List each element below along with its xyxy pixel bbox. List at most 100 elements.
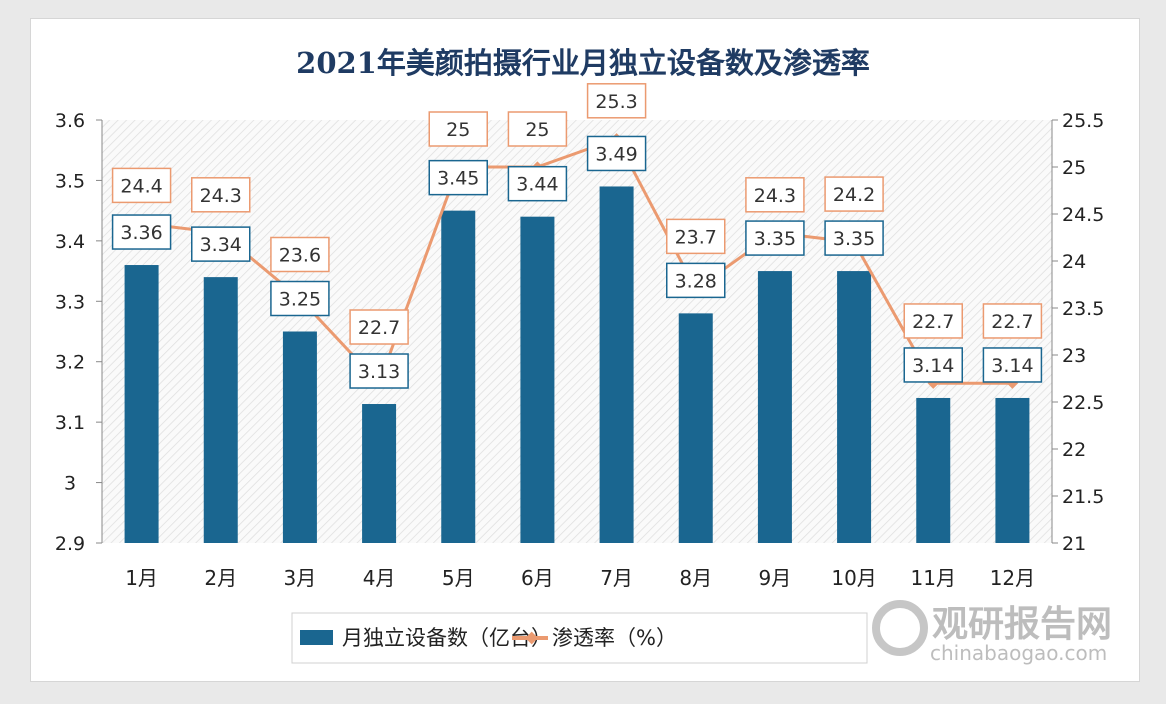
rate-value-label: 25.3: [595, 91, 637, 113]
rate-value-label: 24.4: [120, 175, 162, 197]
left-tick-label: 3.1: [55, 412, 85, 434]
rate-value-label: 22.7: [358, 317, 400, 339]
rate-value-label-box: [586, 83, 647, 119]
right-tick-label: 25: [1062, 157, 1086, 179]
bar-value-label: 3.35: [754, 228, 796, 250]
rate-value-label-box: [349, 309, 409, 345]
plot-area: [102, 120, 1052, 543]
legend-box: [291, 612, 868, 664]
bar: [678, 313, 713, 543]
rate-value-label-box: [982, 303, 1043, 339]
bar-value-label-box: [270, 280, 330, 317]
bar-value-label: 3.14: [912, 355, 954, 377]
bar-value-label-box: [903, 347, 963, 383]
rate-value-label: 25: [446, 119, 470, 141]
bar: [362, 404, 397, 543]
bar-value-label: 3.14: [991, 355, 1033, 377]
right-tick-label: 21: [1062, 533, 1086, 555]
bar-value-label: 3.25: [279, 289, 321, 311]
rate-value-label: 23.6: [279, 245, 321, 267]
watermark-logo-icon: [872, 600, 928, 656]
bar-value-label: 3.45: [437, 168, 479, 190]
x-tick-label: 6月: [521, 566, 554, 590]
right-tick-label: 25.5: [1062, 110, 1104, 132]
legend-line-marker: [525, 631, 539, 645]
rate-value-label-box: [903, 303, 963, 339]
bar: [282, 331, 317, 543]
right-tick-label: 22.5: [1062, 392, 1104, 414]
bar: [441, 210, 476, 543]
rate-value-label-box: [824, 176, 884, 212]
bar-value-label: 3.28: [675, 270, 717, 292]
bar-value-label: 3.13: [358, 361, 400, 383]
left-tick-label: 3.6: [55, 110, 85, 132]
rate-value-label: 24.3: [754, 185, 796, 207]
x-tick-label: 1月: [125, 566, 158, 590]
rate-value-label: 23.7: [675, 226, 717, 248]
bar-value-label: 3.44: [516, 174, 558, 196]
rate-value-label: 24.2: [833, 184, 875, 206]
rate-value-label-box: [191, 177, 251, 213]
rate-value-label-box: [270, 236, 330, 273]
watermark-url: chinabaogao.com: [930, 641, 1107, 665]
x-tick-label: 7月: [600, 566, 633, 590]
right-tick-label: 24: [1062, 251, 1086, 273]
left-tick-label: 3.5: [55, 170, 85, 192]
legend: 月独立设备数（亿台） 渗透率（%）: [291, 612, 868, 664]
right-tick-label: 21.5: [1062, 486, 1104, 508]
bar-value-label: 3.49: [595, 143, 637, 165]
bar-value-label-box: [428, 159, 488, 196]
x-tick-label: 12月: [990, 566, 1035, 590]
left-tick-label: 3.4: [55, 231, 85, 253]
bar: [837, 271, 872, 543]
left-tick-label: 3.2: [55, 352, 85, 374]
bar-value-label-box: [824, 220, 884, 256]
rate-value-label: 25: [525, 119, 549, 141]
chart-title: 2021年美颜拍摄行业月独立设备数及渗透率: [296, 46, 870, 80]
x-tick-label: 8月: [679, 566, 712, 590]
right-tick-label: 24.5: [1062, 204, 1104, 226]
left-tick-label: 3.3: [55, 291, 85, 313]
bar: [757, 271, 792, 543]
left-tick-label: 3: [64, 473, 76, 495]
x-tick-label: 10月: [831, 566, 876, 590]
bar: [124, 265, 159, 543]
bar-value-label-box: [111, 214, 172, 250]
rate-value-label-box: [666, 218, 726, 255]
bar: [599, 186, 634, 543]
bar: [995, 397, 1030, 543]
bar: [520, 216, 555, 543]
x-tick-label: 3月: [284, 566, 317, 590]
bar-value-label: 3.35: [833, 228, 875, 250]
legend-bar-swatch: [300, 630, 333, 645]
x-tick-label: 9月: [759, 566, 792, 590]
rate-value-label-box: [745, 177, 805, 213]
bar-value-label: 3.36: [120, 222, 162, 244]
bar-value-label: 3.34: [200, 234, 242, 256]
bar-value-label-box: [586, 135, 647, 172]
rate-value-label-box: [428, 111, 488, 147]
bar-value-label-box: [745, 220, 805, 256]
watermark: 观研报告网 chinabaogao.com: [872, 600, 1112, 665]
bar-value-label-box: [666, 262, 726, 299]
bar: [916, 397, 951, 543]
rate-value-label: 22.7: [991, 311, 1033, 333]
x-tick-label: 2月: [204, 566, 237, 590]
bar: [203, 277, 238, 543]
right-tick-label: 22: [1062, 439, 1086, 461]
left-tick-label: 2.9: [55, 533, 85, 555]
watermark-text: 观研报告网: [932, 604, 1112, 645]
bar-value-label-box: [982, 347, 1043, 383]
bar-value-label-box: [349, 353, 409, 389]
x-tick-label: 4月: [363, 566, 396, 590]
rate-value-label: 24.3: [200, 185, 242, 207]
rate-value-label-box: [507, 111, 568, 147]
bar-value-label-box: [507, 165, 568, 202]
x-tick-label: 11月: [911, 566, 956, 590]
rate-value-label-box: [111, 167, 172, 204]
right-tick-label: 23: [1062, 345, 1086, 367]
legend-line-label: 渗透率（%）: [552, 626, 677, 650]
right-tick-label: 23.5: [1062, 298, 1104, 320]
